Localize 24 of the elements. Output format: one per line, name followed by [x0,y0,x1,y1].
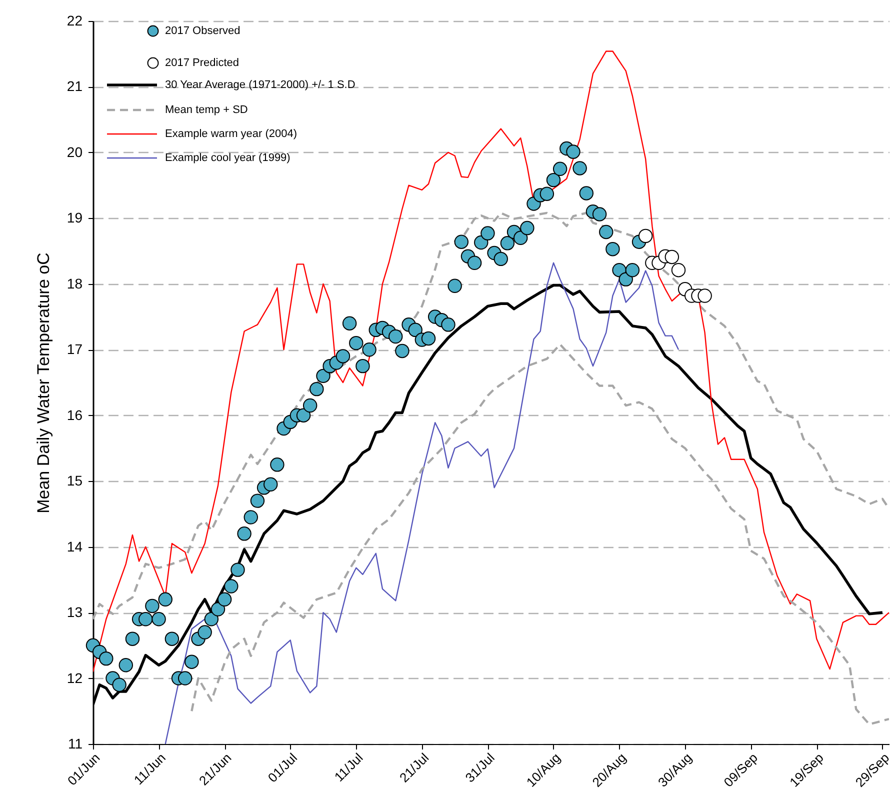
point [698,288,712,303]
legend-label: 2017 Predicted [165,57,239,69]
legend-label: Example cool year (1999) [165,152,290,164]
legend-label: Example warm year (2004) [165,128,298,140]
y-tick-label: 11 [68,736,83,752]
y-tick-label: 19 [66,210,83,226]
legend-label: 30 Year Average (1971-2000) +/- 1 S.D [165,79,356,91]
point [671,263,686,278]
line-series [93,50,889,672]
y-tick-label: 16 [66,406,83,423]
point [638,228,653,244]
y-tick-label: 22 [66,12,83,28]
y-tick-label: 14 [66,538,83,554]
y-axis-title: Mean Daily Water Temperature oC [34,252,53,514]
legend-label: 2017 Observed [165,25,240,37]
y-tick-label: 15 [66,472,83,489]
y-tick-label: 17 [66,341,83,358]
y-tick-label: 12 [66,670,83,686]
y-tick-label: 20 [66,144,83,160]
point [664,250,680,264]
y-tick-label: 18 [66,275,83,292]
y-tick-label: 13 [66,604,83,620]
y-tick-label: 21 [66,78,83,94]
legend-label: Mean temp + SD [165,104,248,116]
